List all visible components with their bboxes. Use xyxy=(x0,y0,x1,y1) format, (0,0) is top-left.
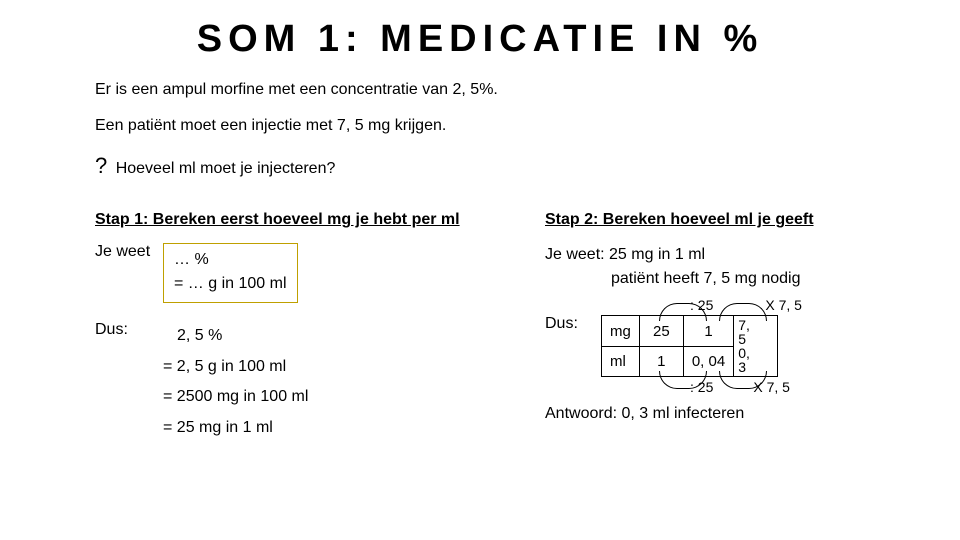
dus-line-1: 2, 5 % xyxy=(163,321,308,351)
dus-lines-left: 2, 5 % = 2, 5 g in 100 ml = 2500 mg in 1… xyxy=(163,321,308,443)
intro-line-1: Er is een ampul morfine met een concentr… xyxy=(95,77,865,103)
known-line-1: Je weet: 25 mg in 1 ml xyxy=(545,243,910,267)
calc-table-wrap: mg 25 1 7, 5 0, 3 ml 1 0, 04 xyxy=(601,315,778,377)
intro-question: ? Hoeveel ml moet je injecteren? xyxy=(95,148,865,183)
box-line-2: = … g in 100 ml xyxy=(174,272,287,296)
step1-column: Stap 1: Bereken eerst hoeveel mg je hebt… xyxy=(95,211,525,443)
step1-heading: Stap 1: Bereken eerst hoeveel mg je hebt… xyxy=(95,211,525,229)
calc-table: mg 25 1 7, 5 0, 3 ml 1 0, 04 xyxy=(601,315,778,377)
formula-box: … % = … g in 100 ml xyxy=(163,243,298,303)
question-text: Hoeveel ml moet je injecteren? xyxy=(116,160,336,177)
dus-block-left: Dus: 2, 5 % = 2, 5 g in 100 ml = 2500 mg… xyxy=(95,321,525,443)
ov3: 0, xyxy=(738,346,773,360)
ov2: 5 xyxy=(738,332,773,346)
step2-column: Stap 2: Bereken hoeveel ml je geeft Je w… xyxy=(545,211,910,443)
columns: Stap 1: Bereken eerst hoeveel mg je hebt… xyxy=(0,193,960,443)
dus-line-3: = 2500 mg in 100 ml xyxy=(163,382,308,412)
jeweet-label: Je weet xyxy=(95,243,155,261)
answer-line: Antwoord: 0, 3 ml infecteren xyxy=(545,405,910,423)
arc-top-1 xyxy=(659,303,707,321)
row-header-ml: ml xyxy=(602,346,640,377)
intro-block: Er is een ampul morfine met een concentr… xyxy=(0,71,960,183)
dus-label-right: Dus: xyxy=(545,315,593,333)
dus-label-left: Dus: xyxy=(95,321,155,339)
op-mul-top: X 7, 5 xyxy=(765,297,802,313)
question-mark: ? xyxy=(95,153,107,178)
jeweet-row: Je weet … % = … g in 100 ml xyxy=(95,243,525,303)
slide-title: SOM 1: MEDICATIE IN % xyxy=(0,0,960,71)
known-block: Je weet: 25 mg in 1 ml patiënt heeft 7, … xyxy=(545,243,910,291)
dus-block-right: Dus: mg 25 1 7, 5 0, 3 xyxy=(545,315,910,377)
known-line-2: patiënt heeft 7, 5 mg nodig xyxy=(545,267,910,291)
box-line-1: … % xyxy=(174,248,287,272)
row-header-mg: mg xyxy=(602,316,640,347)
step2-heading: Stap 2: Bereken hoeveel ml je geeft xyxy=(545,211,910,229)
dus-line-2: = 2, 5 g in 100 ml xyxy=(163,352,308,382)
intro-line-2: Een patiënt moet een injectie met 7, 5 m… xyxy=(95,113,865,139)
dus-line-4: = 25 mg in 1 ml xyxy=(163,413,308,443)
cell-overflow: 7, 5 0, 3 xyxy=(734,316,778,377)
arc-top-2 xyxy=(719,303,767,321)
